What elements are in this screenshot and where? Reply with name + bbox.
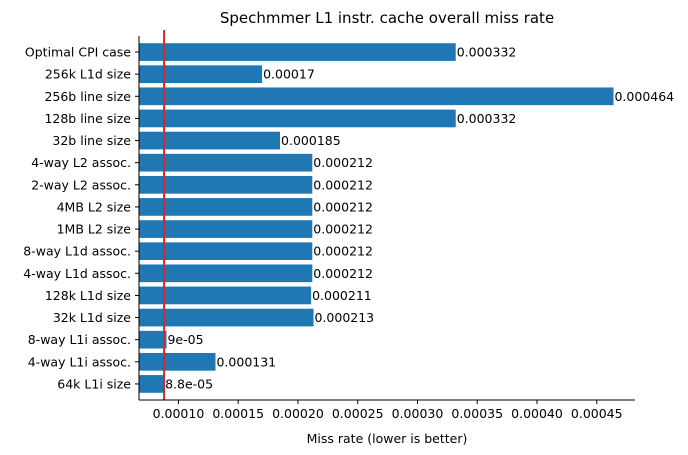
x-tick-label: 0.00045 — [571, 406, 623, 421]
y-tick-label: 32b line size — [52, 133, 131, 148]
bar — [139, 308, 314, 327]
y-tick-label: 32k L1d size — [53, 310, 131, 325]
y-tick-label: 256k L1d size — [45, 67, 131, 82]
y-tick-label: 64k L1i size — [57, 376, 131, 391]
y-tick-label: 4-way L1d assoc. — [23, 266, 131, 281]
bar — [139, 87, 614, 106]
y-tick-label: 2-way L2 assoc. — [31, 177, 131, 192]
bar — [139, 330, 167, 349]
x-tick-label: 0.00040 — [511, 406, 563, 421]
data-label: 0.000213 — [314, 310, 374, 325]
x-tick-label: 0.00035 — [451, 406, 503, 421]
bar — [139, 264, 313, 283]
data-label: 0.000212 — [313, 155, 373, 170]
y-tick-label: 256b line size — [44, 89, 131, 104]
bar — [139, 220, 313, 238]
y-tick-label: 4MB L2 size — [57, 199, 132, 214]
x-ticks: 0.00010 0.00015 0.00020 0.00025 0.00030 0.000… — [153, 400, 623, 421]
x-tick-label: 0.00025 — [332, 406, 384, 421]
data-label: 0.000332 — [457, 111, 517, 126]
bar — [139, 65, 263, 84]
x-tick-label: 0.00030 — [392, 406, 444, 421]
data-label: 0.000332 — [457, 45, 517, 60]
data-label: 8.8e-05 — [165, 376, 213, 391]
chart-title: Spechmmer L1 instr. cache overall miss r… — [220, 9, 554, 27]
bar — [139, 198, 313, 216]
bar — [139, 43, 456, 61]
bars-group — [139, 43, 614, 393]
y-tick-label: 128b line size — [44, 111, 131, 126]
data-label: 0.000212 — [313, 266, 373, 281]
data-label: 0.00017 — [263, 67, 315, 82]
x-tick-label: 0.00015 — [212, 406, 264, 421]
y-tick-label: 8-way L1d assoc. — [23, 244, 131, 259]
data-label: 0.000212 — [313, 222, 373, 237]
y-tick-label: 128k L1d size — [45, 288, 131, 303]
data-label: 0.000131 — [216, 354, 276, 369]
bar — [139, 153, 313, 172]
bar — [139, 131, 281, 150]
data-labels: 0.000332 0.00017 0.000464 0.000332 0.000185 0… — [165, 45, 674, 392]
data-label: 0.000212 — [313, 177, 373, 192]
y-tick-label: 8-way L1i assoc. — [28, 332, 131, 347]
bar — [139, 352, 216, 371]
y-tick-label: 4-way L1i assoc. — [28, 354, 131, 369]
x-axis-label: Miss rate (lower is better) — [307, 431, 468, 446]
y-tick-labels: Optimal CPI case 256k L1d size 256b line s… — [23, 45, 139, 391]
bar — [139, 375, 165, 393]
data-label: 9e-05 — [167, 332, 203, 347]
bar — [139, 109, 456, 128]
x-tick-label: 0.00020 — [272, 406, 324, 421]
bar — [139, 242, 313, 261]
x-tick-label: 0.00010 — [153, 406, 205, 421]
data-label: 0.000212 — [313, 199, 373, 214]
data-label: 0.000211 — [312, 288, 372, 303]
data-label: 0.000185 — [281, 133, 341, 148]
y-tick-label: 1MB L2 size — [57, 222, 132, 237]
y-tick-label: 4-way L2 assoc. — [31, 155, 131, 170]
y-tick-label: Optimal CPI case — [25, 45, 131, 60]
bar — [139, 286, 312, 305]
bar — [139, 175, 313, 194]
data-label: 0.000464 — [614, 89, 674, 104]
data-label: 0.000212 — [313, 244, 373, 259]
